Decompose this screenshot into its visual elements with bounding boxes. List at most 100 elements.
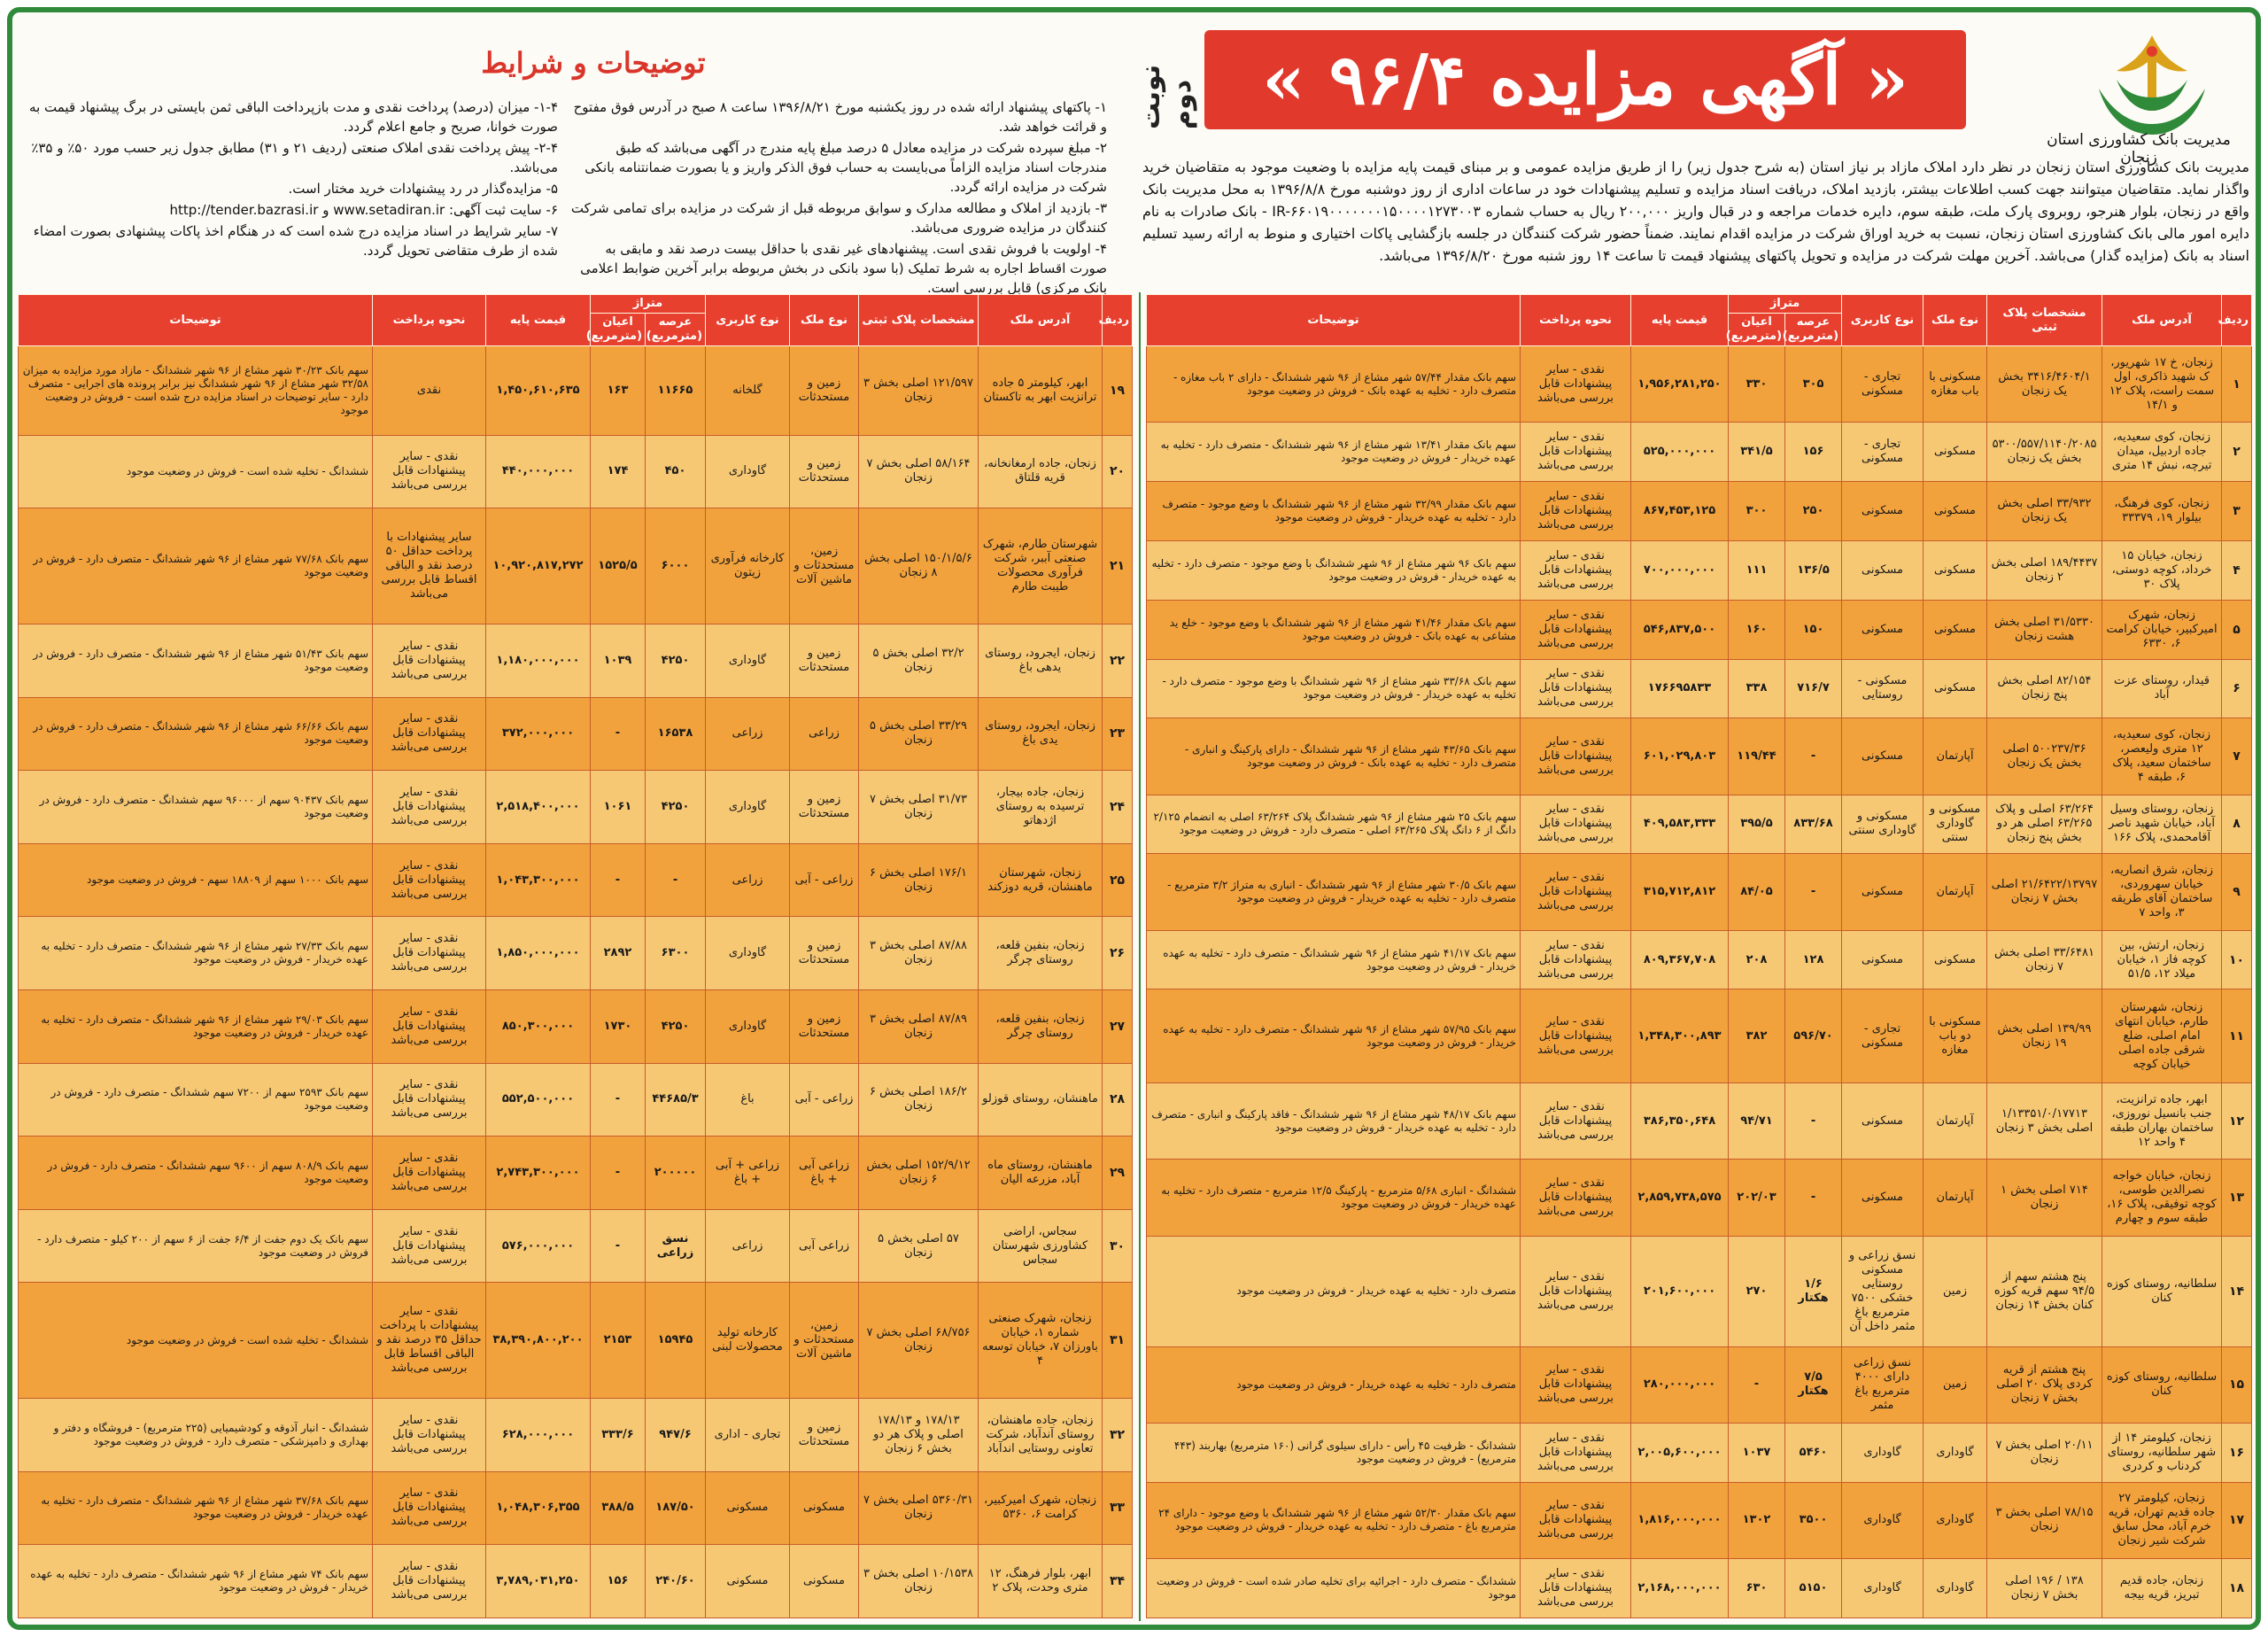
cell-price: ۵۲۵,۰۰۰,۰۰۰ <box>1630 422 1729 483</box>
table-row: ۳۱ زنجان، شهرک صنعتی شماره ۱، خیابان باور… <box>18 1282 1134 1400</box>
cell-plaque: ۱۲۱/۵۹۷ اصلی بخش ۳ زنجان <box>858 345 979 436</box>
cell-row-no: ۱۸ <box>2221 1558 2253 1618</box>
header-desc: توضیحات <box>1146 294 1521 346</box>
cell-desc: سهم بانک ۴۸/۱۷ شهر مشاع از ۹۶ شهر ششدانگ… <box>1146 1082 1521 1160</box>
table-row: ۶ قیدار، روستای عزت آباد ۸۲/۱۵۴ اصلی بخش پ… <box>1146 658 2253 719</box>
cell-land: ۱۲۸ <box>1784 929 1843 990</box>
cell-type: زراعی - آبی <box>789 842 860 918</box>
cell-payment: نقدی - سایر پیشنهادات قابل بررسی می‌باشد <box>372 1470 486 1546</box>
cell-usage: گاوداری <box>1841 1481 1924 1560</box>
cell-building: ۳۸۸/۵ <box>589 1470 646 1546</box>
cell-usage: زراعی <box>705 696 791 772</box>
table-row: ۲۶ زنجان، بنفین قلعه، روستای چرگر ۸۷/۸۸ اص… <box>18 916 1134 990</box>
cell-desc: ششدانگ - تخلیه شده است - فروش در وضعیت م… <box>18 434 373 509</box>
cell-payment: نقدی - سایر پیشنهادات قابل بررسی می‌باشد <box>1520 929 1631 990</box>
cell-usage: مسکونی <box>705 1544 791 1618</box>
cell-type: مسکونی <box>1923 599 1988 660</box>
cell-land: ۵۴۶۰ <box>1784 1423 1843 1483</box>
table-row: ۷ زنجان، کوی سعیدیه، ۱۲ متری ولیعصر، ساخت… <box>1146 718 2253 795</box>
cell-address: قیدار، روستای عزت آباد <box>2102 658 2223 719</box>
cell-land: ۱۸۷/۵۰ <box>645 1470 707 1546</box>
table-row: ۱۰ زنجان، ارتش، بین کوچه فاز ۱، خیابان می… <box>1146 929 2253 990</box>
cell-land: ۵۱۵۰ <box>1784 1558 1843 1618</box>
cell-price: ۲,۵۱۸,۴۰۰,۰۰۰ <box>485 770 591 844</box>
cell-address: زنجان، خیابان ۱۵ خرداد، کوچه دوستی، پلاک… <box>2102 539 2223 601</box>
cell-land: ۴۲۵۰ <box>645 770 707 844</box>
cell-row-no: ۳۰ <box>1102 1208 1134 1284</box>
header-price: قیمت پایه <box>1630 294 1729 346</box>
cell-desc: سهم بانک مقدار ۵۷/۴۴ شهر مشاع از ۹۶ شهر … <box>1146 345 1521 423</box>
header-payment: نحوه پرداخت <box>1520 294 1631 346</box>
cell-usage: نسق زراعی و مسکونی روستایی خشکی ۷۵۰۰ متر… <box>1841 1235 1924 1347</box>
cell-address: زنجان، جاده قدیم تبریز، قریه بیجه <box>2102 1558 2223 1618</box>
cell-row-no: ۲۴ <box>1102 770 1134 844</box>
cell-address: زنجان، خیابان خواجه نصرالدین طوسی، کوچه … <box>2102 1159 2223 1237</box>
cell-address: زنجان، ایجرود، روستای یدی باغ <box>978 696 1103 772</box>
header-row-no: ردیف <box>2218 294 2253 346</box>
condition-item: ۶- سایت ثبت آگهی: www.setadiran.ir و htt… <box>169 202 559 218</box>
cell-plaque: ۳۱/۵۳۳۰ اصلی بخش هشت زنجان <box>1986 599 2103 660</box>
cell-payment: نقدی - سایر پیشنهادات قابل بررسی می‌باشد <box>1520 539 1631 601</box>
cell-usage: مسکونی <box>1841 539 1924 601</box>
cell-building: ۲۰۲/۰۳ <box>1727 1159 1786 1237</box>
cell-plaque: ۳۴۱۶/۴۶۰۴/۱ بخش یک زنجان <box>1986 345 2103 423</box>
cell-desc: سهم بانک ۳۳/۶۸ شهر مشاع از ۹۶ شهر ششدانگ… <box>1146 658 1521 719</box>
cell-usage: مسکونی <box>1841 1159 1924 1237</box>
condition-item: ۲-۴- پیش پرداخت نقدی املاک صنعتی (ردیف ۲… <box>31 140 558 175</box>
cell-address: ماهنشان، روستای قوزلو <box>978 1062 1103 1137</box>
cell-payment: نقدی - سایر پیشنهادات قابل بررسی می‌باشد <box>1520 422 1631 483</box>
cell-land: ۹۴۷/۶ <box>645 1398 707 1472</box>
cell-land: ۳۰۵ <box>1784 345 1843 423</box>
cell-building: ۱۵۲۵/۵ <box>589 508 646 625</box>
cell-price: ۲,۷۴۳,۳۰۰,۰۰۰ <box>485 1136 591 1210</box>
cell-type: مسکونی و گاوداری سنتی <box>1923 794 1988 855</box>
table-row: ۲۲ زنجان، ایجرود، روستای یدهی باغ ۳۲/۲ اصل… <box>18 623 1134 698</box>
cell-type: آپارتمان <box>1923 853 1988 931</box>
cell-usage: گاوداری <box>705 770 791 844</box>
cell-land: ۲۰۰۰۰۰ <box>645 1136 707 1210</box>
cell-row-no: ۳۴ <box>1102 1544 1134 1618</box>
cell-desc: سهم بانک ۷۷/۶۸ شهر مشاع از ۹۶ شهر ششدانگ… <box>18 508 373 625</box>
cell-building: ۶۳۰ <box>1727 1558 1786 1618</box>
cell-payment: نقدی - سایر پیشنهادات قابل بررسی می‌باشد <box>372 916 486 990</box>
cell-desc: ششدانگ - متصرف دارد - اجرائیه برای تخلیه… <box>1146 1558 1521 1618</box>
conditions-list-right: ۱- پاکتهای پیشنهاد ارائه شده در روز یکشن… <box>567 97 1107 299</box>
condition-item: ۲- مبلغ سپرده شرکت در مزایده معادل ۵ درص… <box>584 140 1107 195</box>
cell-type: زراعی - آبی <box>789 1062 860 1137</box>
cell-usage: تجاری - اداری <box>705 1398 791 1472</box>
table-row: ۱۷ زنجان، کیلومتر ۲۷ جاده قدیم تهران، قری… <box>1146 1481 2253 1560</box>
cell-land: ۴۵۰ <box>645 434 707 509</box>
table-row: ۲۱ شهرستان طارم، شهرک صنعتی آببر، شرکت فر… <box>18 508 1134 625</box>
cell-row-no: ۱۲ <box>2221 1082 2253 1160</box>
cell-row-no: ۲۵ <box>1102 842 1134 918</box>
cell-desc: سهم بانک ۳۰/۲۳ شهر مشاع از ۹۶ شهر ششدانگ… <box>18 345 373 436</box>
cell-type: مسکونی با باب مغازه <box>1923 345 1988 423</box>
cell-row-no: ۲۲ <box>1102 623 1134 698</box>
cell-plaque: ۳۳/۲۹ اصلی بخش ۵ زنجان <box>858 696 979 772</box>
cell-building: - <box>589 1062 646 1137</box>
cell-payment: نقدی - سایر پیشنهادات قابل بررسی می‌باشد <box>372 1208 486 1284</box>
cell-type: زمین، مستحدثات و ماشین آلات <box>789 508 860 625</box>
cell-usage: گاوداری <box>705 434 791 509</box>
header-price: قیمت پایه <box>485 294 591 346</box>
cell-address: زنجان، شرق انصاریه، خیابان سهروردی، ساخت… <box>2102 853 2223 931</box>
cell-land: ۱۵۰ <box>1784 599 1843 660</box>
cell-address: زنجان، شهرک امیرکبیر، کرامت ۶، ۵۳۶۰ <box>978 1470 1103 1546</box>
cell-payment: نقدی - سایر پیشنهادات قابل بررسی می‌باشد <box>372 434 486 509</box>
cell-desc: سهم بانک مقدار ۴۱/۴۶ شهر مشاع از ۹۶ شهر … <box>1146 599 1521 660</box>
cell-land: ۶۰۰۰ <box>645 508 707 625</box>
cell-payment: نقدی - سایر پیشنهادات قابل بررسی می‌باشد <box>1520 1346 1631 1424</box>
cell-row-no: ۲۶ <box>1102 916 1134 990</box>
cell-row-no: ۶ <box>2221 658 2253 719</box>
cell-price: ۱,۸۱۶,۰۰۰,۰۰۰ <box>1630 1481 1729 1560</box>
cell-type: زمین و مستحدثات <box>789 916 860 990</box>
cell-usage: مسکونی <box>1841 718 1924 795</box>
cell-usage: گاوداری <box>705 989 791 1064</box>
cell-plaque: ۱۸۹/۴۴۳۷ اصلی بخش ۲ زنجان <box>1986 539 2103 601</box>
cell-address: زنجان، کوی سعیدیه، جاده اردبیل، میدان تی… <box>2102 422 2223 483</box>
cell-address: زنجان، شهرستان ماهنشان، قریه دوزکند <box>978 842 1103 918</box>
cell-desc: سهم بانک ۳۰/۵ شهر مشاع از ۹۶ شهر ششدانگ … <box>1146 853 1521 931</box>
cell-payment: نقدی - سایر پیشنهادات قابل بررسی می‌باشد <box>1520 599 1631 660</box>
cell-land: - <box>1784 853 1843 931</box>
cell-price: ۱,۳۴۸,۳۰۰,۸۹۳ <box>1630 989 1729 1084</box>
